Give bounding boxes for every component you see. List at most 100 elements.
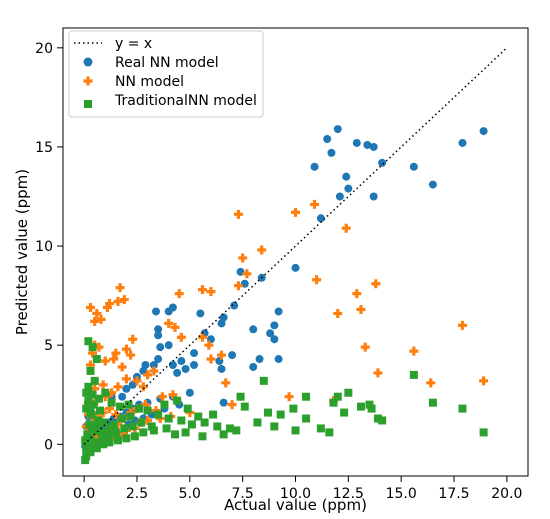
data-point (206, 354, 216, 364)
data-point (274, 355, 283, 364)
data-point (378, 158, 387, 167)
data-point (173, 396, 182, 405)
data-point (369, 192, 378, 201)
data-point (249, 362, 258, 371)
data-point (84, 337, 93, 346)
y-axis-label: Predicted value (ppm) (13, 169, 31, 335)
data-point (352, 289, 362, 299)
data-point (139, 366, 148, 375)
data-point (333, 392, 342, 401)
data-point (168, 360, 177, 369)
data-point (130, 432, 139, 441)
data-point (102, 303, 112, 313)
data-point (173, 368, 182, 377)
data-point (217, 350, 227, 360)
data-point (333, 308, 343, 318)
y-tick-label: 20 (35, 41, 53, 57)
data-point (86, 448, 95, 457)
y-tick-label: 15 (35, 140, 53, 156)
data-point (270, 335, 279, 344)
data-point (341, 223, 351, 233)
data-point (198, 432, 207, 441)
data-point (249, 325, 258, 334)
data-point (82, 404, 91, 413)
data-point (409, 162, 418, 171)
data-point (105, 430, 114, 439)
data-point (84, 396, 93, 405)
reference-line-y-equals-x (83, 47, 508, 445)
data-point (232, 426, 241, 435)
data-point (119, 295, 129, 305)
data-point (312, 275, 322, 285)
data-point (92, 355, 101, 364)
data-point (105, 438, 114, 447)
data-point (115, 283, 125, 293)
data-point (82, 444, 91, 453)
data-point (316, 214, 325, 223)
data-point (86, 434, 95, 443)
data-point (230, 301, 239, 310)
data-point (149, 366, 159, 376)
x-tick-label: 7.5 (232, 486, 254, 502)
data-point (88, 424, 97, 433)
data-point (479, 376, 489, 386)
data-point (111, 348, 121, 358)
data-point (342, 172, 351, 181)
data-point (90, 438, 99, 447)
data-point (174, 289, 184, 299)
data-point (121, 344, 131, 354)
data-point (164, 414, 173, 423)
data-point (357, 402, 366, 411)
data-point (190, 360, 199, 369)
legend: y = x Real NN model NN model Traditional… (68, 30, 264, 118)
data-point (171, 430, 180, 439)
data-point (156, 343, 165, 352)
data-point (409, 370, 418, 379)
data-point (92, 444, 101, 453)
data-point (325, 428, 334, 437)
data-point (219, 398, 228, 407)
data-point (81, 456, 90, 465)
data-point (113, 382, 123, 392)
data-point (170, 322, 180, 332)
data-point (206, 287, 216, 297)
data-point (310, 162, 319, 171)
data-point (198, 332, 207, 342)
data-point (94, 394, 103, 403)
data-point (264, 408, 273, 417)
x-tick-label: 12.5 (333, 486, 364, 502)
data-point (98, 380, 108, 390)
data-point (323, 135, 332, 144)
data-point (479, 127, 488, 136)
x-tick-label: 15.0 (386, 486, 417, 502)
data-point (86, 366, 95, 375)
data-point (344, 388, 353, 397)
data-point (126, 412, 135, 421)
legend-label-real-nn: Real NN model (115, 55, 219, 71)
data-point (291, 426, 300, 435)
data-point (122, 384, 131, 393)
data-point (228, 351, 237, 360)
data-point (149, 360, 158, 369)
data-point (196, 309, 205, 318)
legend-label-traditional-nn: TraditionalNN model (114, 93, 257, 109)
data-point (101, 388, 110, 397)
data-point (335, 192, 344, 201)
data-point (93, 416, 102, 425)
data-point (274, 307, 283, 316)
data-point (121, 374, 131, 384)
data-point (333, 125, 342, 134)
data-point (177, 416, 186, 425)
data-point (360, 342, 370, 352)
data-point (92, 422, 101, 431)
data-point (373, 368, 383, 378)
data-point (257, 245, 267, 255)
data-point (120, 424, 129, 433)
data-point (238, 253, 248, 263)
data-point (291, 207, 300, 217)
data-point (116, 402, 125, 411)
data-point (152, 307, 160, 316)
data-point (154, 410, 163, 419)
data-point (99, 440, 108, 449)
x-tick-label: 17.5 (438, 486, 469, 502)
